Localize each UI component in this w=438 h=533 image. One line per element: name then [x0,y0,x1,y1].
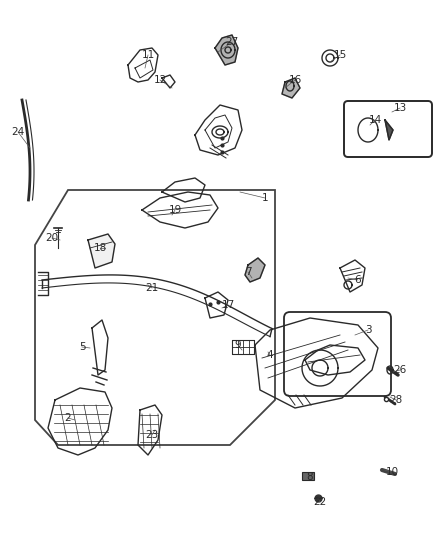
Polygon shape [215,35,238,65]
Text: 17: 17 [221,300,235,310]
Text: 11: 11 [141,50,155,60]
Text: 3: 3 [365,325,371,335]
Text: 22: 22 [313,497,327,507]
Text: 10: 10 [385,467,399,477]
Text: 1: 1 [261,193,268,203]
Text: 13: 13 [393,103,406,113]
Text: 16: 16 [288,75,302,85]
Polygon shape [245,258,265,282]
Text: 12: 12 [153,75,166,85]
Text: 18: 18 [93,243,106,253]
Text: 8: 8 [307,472,313,482]
Polygon shape [282,78,300,98]
Text: 23: 23 [145,430,159,440]
Text: 26: 26 [393,365,406,375]
Text: 20: 20 [46,233,59,243]
Text: 19: 19 [168,205,182,215]
Bar [232,340,254,354]
Text: 15: 15 [333,50,346,60]
Text: 5: 5 [79,342,85,352]
Text: 9: 9 [235,340,241,350]
Text: 28: 28 [389,395,403,405]
Bar [302,472,314,480]
Text: 21: 21 [145,283,159,293]
Text: 2: 2 [65,413,71,423]
Text: 6: 6 [355,275,361,285]
Polygon shape [385,120,393,140]
Text: 14: 14 [368,115,381,125]
Text: 24: 24 [11,127,25,137]
Text: 27: 27 [226,37,239,47]
Text: 7: 7 [245,267,251,277]
Text: 4: 4 [267,350,273,360]
Polygon shape [88,234,115,268]
